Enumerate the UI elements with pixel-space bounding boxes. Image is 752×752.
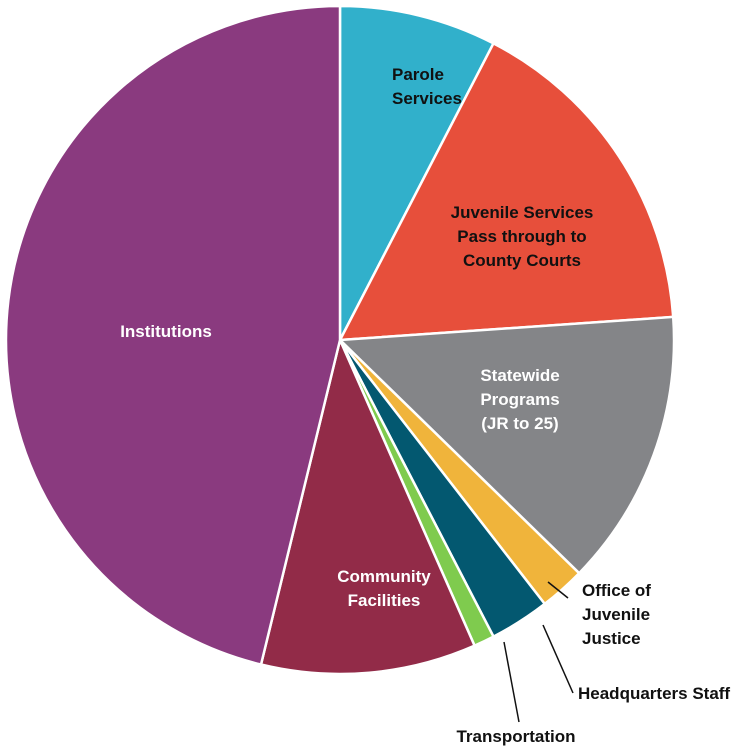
label-line: Juvenile Services bbox=[451, 203, 594, 222]
label-line: Transportation bbox=[456, 727, 575, 746]
label-line: Facilities bbox=[348, 591, 421, 610]
leader-line-office-of-juvenile-justice bbox=[547, 581, 569, 599]
slice-institutions bbox=[4, 4, 342, 667]
label-line: Justice bbox=[582, 629, 641, 648]
label-headquarters-staff: Headquarters Staff bbox=[578, 684, 730, 703]
leader-line-transportation bbox=[503, 641, 520, 723]
label-transportation: Transportation bbox=[456, 727, 575, 746]
label-line: Services bbox=[392, 89, 462, 108]
slice-statewide-programs-jr-to-25 bbox=[337, 315, 676, 575]
label-line: Headquarters Staff bbox=[578, 684, 730, 703]
slice-labels: Parole Services Juvenile Services Pass thro… bbox=[120, 65, 730, 746]
label-juvenile-services-pass-through-to-county-courts: Juvenile Services Pass through to County C… bbox=[451, 203, 594, 270]
label-office-of-juvenile-justice: Office of Juvenile Justice bbox=[582, 581, 651, 648]
label-parole-services: Parole Services bbox=[392, 65, 462, 108]
label-line: County Courts bbox=[463, 251, 581, 270]
label-line: Pass through to bbox=[457, 227, 586, 246]
label-line: (JR to 25) bbox=[481, 414, 558, 433]
leader-line-headquarters-staff bbox=[542, 624, 574, 694]
slice-community-facilities bbox=[259, 336, 477, 676]
label-line: Office of bbox=[582, 581, 651, 600]
pie-slices bbox=[4, 4, 676, 676]
label-line: Institutions bbox=[120, 322, 212, 341]
label-institutions: Institutions bbox=[120, 322, 212, 341]
label-line: Parole bbox=[392, 65, 444, 84]
label-line: Community bbox=[337, 567, 431, 586]
label-statewide-programs-jr-to-25: Statewide Programs (JR to 25) bbox=[480, 366, 559, 433]
slice-juvenile-services-pass-through-to-county-courts bbox=[337, 41, 675, 342]
slice-parole-services bbox=[338, 4, 496, 341]
label-line: Juvenile bbox=[582, 605, 650, 624]
leader-lines bbox=[503, 581, 574, 723]
label-line: Statewide bbox=[480, 366, 559, 385]
label-community-facilities: Community Facilities bbox=[337, 567, 431, 610]
label-line: Programs bbox=[480, 390, 559, 409]
